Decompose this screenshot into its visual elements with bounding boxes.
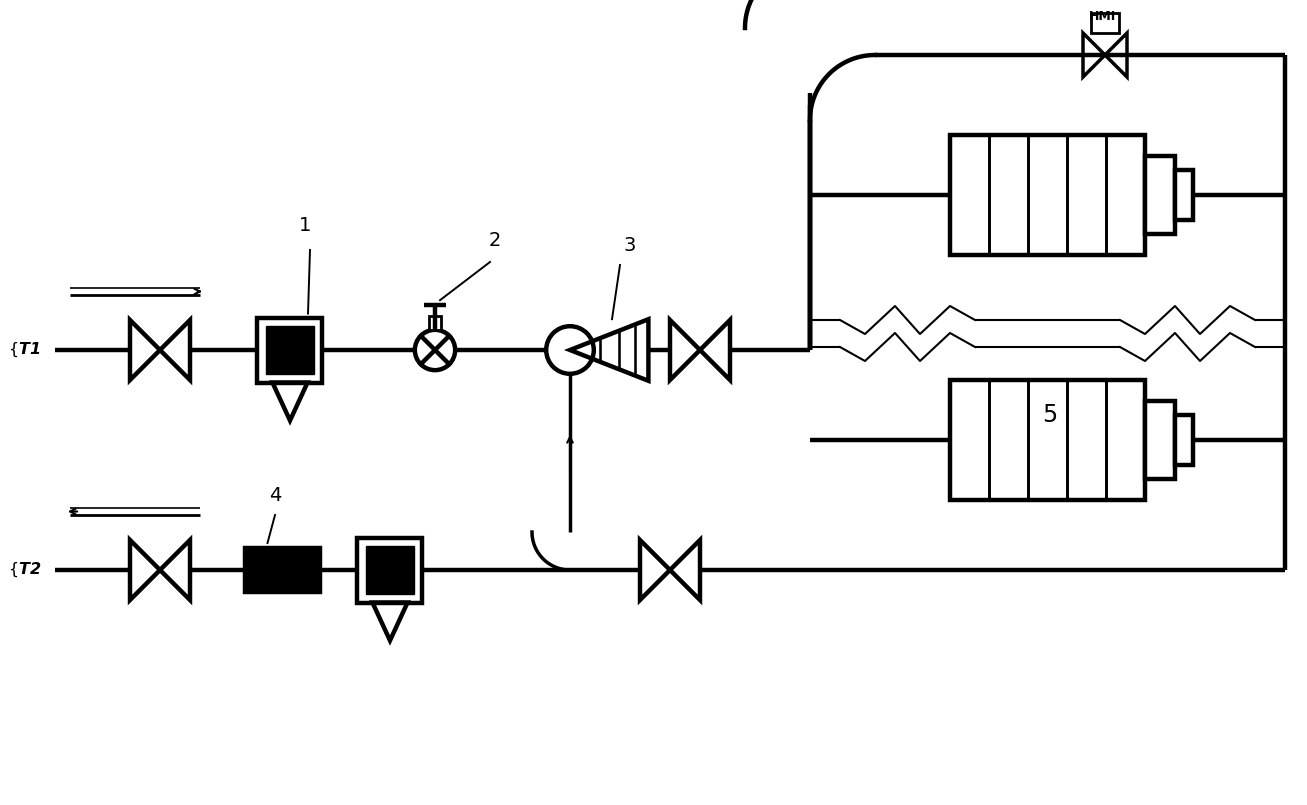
Bar [1175, 415, 1193, 465]
Bar [358, 538, 422, 602]
Bar [265, 326, 314, 374]
Bar [950, 380, 1145, 500]
Text: 5: 5 [1043, 403, 1057, 427]
Text: 2: 2 [489, 231, 501, 250]
Bar [1145, 401, 1175, 479]
Text: HMI: HMI [1089, 10, 1116, 23]
Bar [257, 317, 323, 382]
Bar [1175, 170, 1193, 221]
Text: 1: 1 [299, 216, 311, 235]
Bar [429, 316, 442, 330]
Bar [1145, 156, 1175, 234]
Text: 4: 4 [269, 486, 281, 505]
Bar [950, 135, 1145, 255]
Text: $\{$T2: $\{$T2 [8, 561, 42, 580]
Bar [366, 546, 414, 594]
Bar [1091, 13, 1119, 33]
Text: 3: 3 [623, 236, 637, 255]
Text: $\{$T1: $\{$T1 [8, 341, 41, 359]
Bar [244, 548, 320, 592]
